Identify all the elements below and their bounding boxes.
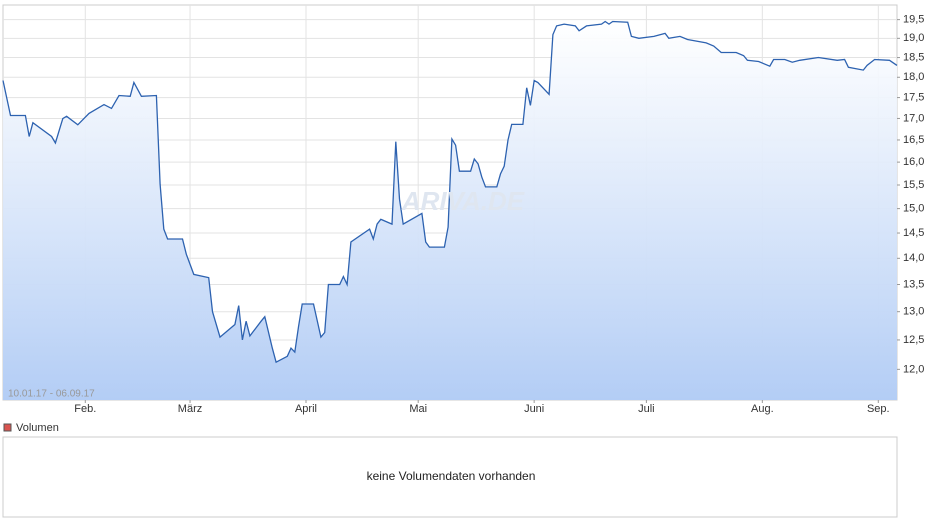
y-tick-label: 15,0	[903, 203, 924, 215]
range-label: 10.01.17 - 06.09.17	[8, 389, 95, 400]
x-tick-label: Sep.	[867, 403, 890, 415]
y-tick-label: 17,5	[903, 91, 924, 103]
y-tick-label: 18,5	[903, 51, 924, 63]
y-tick-label: 12,0	[903, 363, 924, 375]
y-tick-label: 18,0	[903, 71, 924, 83]
y-tick-label: 19,5	[903, 14, 924, 26]
y-tick-label: 13,5	[903, 278, 924, 290]
y-tick-label: 19,0	[903, 32, 924, 44]
y-tick-label: 14,5	[903, 227, 924, 239]
watermark: ARIVA.DE	[401, 186, 525, 216]
plot	[2, 20, 898, 400]
x-tick-label: April	[295, 403, 317, 415]
x-tick-label: Aug.	[751, 403, 774, 415]
volume-legend-label: Volumen	[16, 422, 59, 434]
y-tick-label: 12,5	[903, 334, 924, 346]
x-tick-label: Feb.	[74, 403, 96, 415]
volume-legend-swatch	[3, 423, 12, 432]
volume-message: keine Volumendaten vorhanden	[367, 469, 536, 483]
area-fill	[3, 21, 897, 400]
y-tick-label: 13,0	[903, 306, 924, 318]
y-tick-label: 17,0	[903, 112, 924, 124]
y-tick-label: 16,0	[903, 156, 924, 168]
x-tick-label: Juli	[638, 403, 655, 415]
y-tick-label: 15,5	[903, 179, 924, 191]
x-tick-label: Mai	[409, 403, 427, 415]
volume-panel	[2, 436, 898, 518]
price-line	[2, 20, 898, 364]
x-tick-label: Juni	[524, 403, 544, 415]
y-tick-label: 16,5	[903, 134, 924, 146]
x-tick-label: März	[178, 403, 202, 415]
y-tick-label: 14,0	[903, 252, 924, 264]
